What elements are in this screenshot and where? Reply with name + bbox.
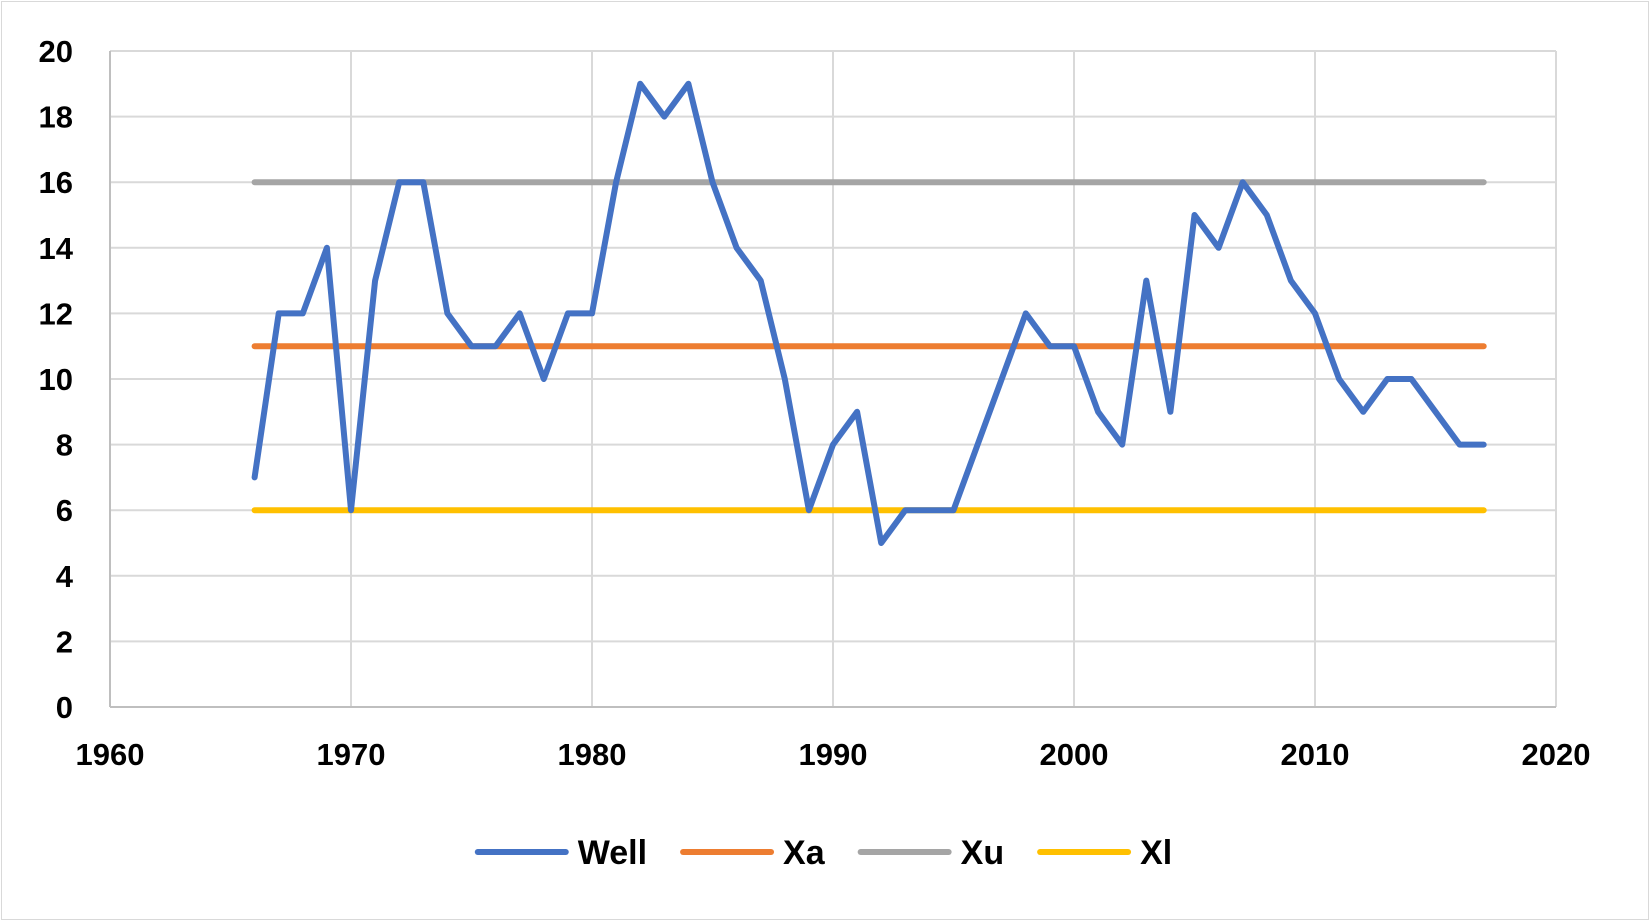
legend-label-xu: Xu	[961, 834, 1004, 872]
legend-label-xl: Xl	[1140, 834, 1172, 872]
y-tick-label: 12	[39, 296, 73, 331]
series-layer	[251, 80, 1487, 546]
series-line-well	[251, 80, 1487, 546]
legend-label-xa: Xa	[783, 834, 826, 872]
legend: Well Xa Xu Xl	[474, 834, 1172, 872]
legend-item-xu: Xu	[857, 834, 1004, 872]
x-tick-label: 1980	[558, 737, 627, 772]
legend-item-well: Well	[474, 834, 647, 872]
y-tick-label: 0	[56, 690, 73, 725]
legend-item-xa: Xa	[680, 834, 826, 872]
x-tick-label: 2000	[1040, 737, 1109, 772]
x-tick-label: 1960	[76, 737, 145, 772]
x-tick-label: 1970	[317, 737, 386, 772]
y-tick-label: 18	[39, 100, 73, 135]
y-tick-label: 4	[56, 559, 74, 594]
y-tick-label: 6	[56, 493, 73, 528]
legend-label-well: Well	[578, 834, 647, 872]
axis-layer: 0 2 4 6 8 10 12 14 16 18 20 1960 1970 1980 1990 2000 201…	[39, 34, 1591, 772]
y-tick-label: 8	[56, 428, 73, 463]
y-tick-label: 20	[39, 34, 73, 69]
x-tick-label: 1990	[799, 737, 868, 772]
y-tick-label: 10	[39, 362, 73, 397]
x-tick-label: 2020	[1522, 737, 1591, 772]
y-tick-label: 2	[56, 624, 73, 659]
legend-item-xl: Xl	[1037, 834, 1172, 872]
x-tick-label: 2010	[1281, 737, 1350, 772]
y-tick-label: 16	[39, 165, 73, 200]
y-tick-label: 14	[39, 231, 74, 266]
